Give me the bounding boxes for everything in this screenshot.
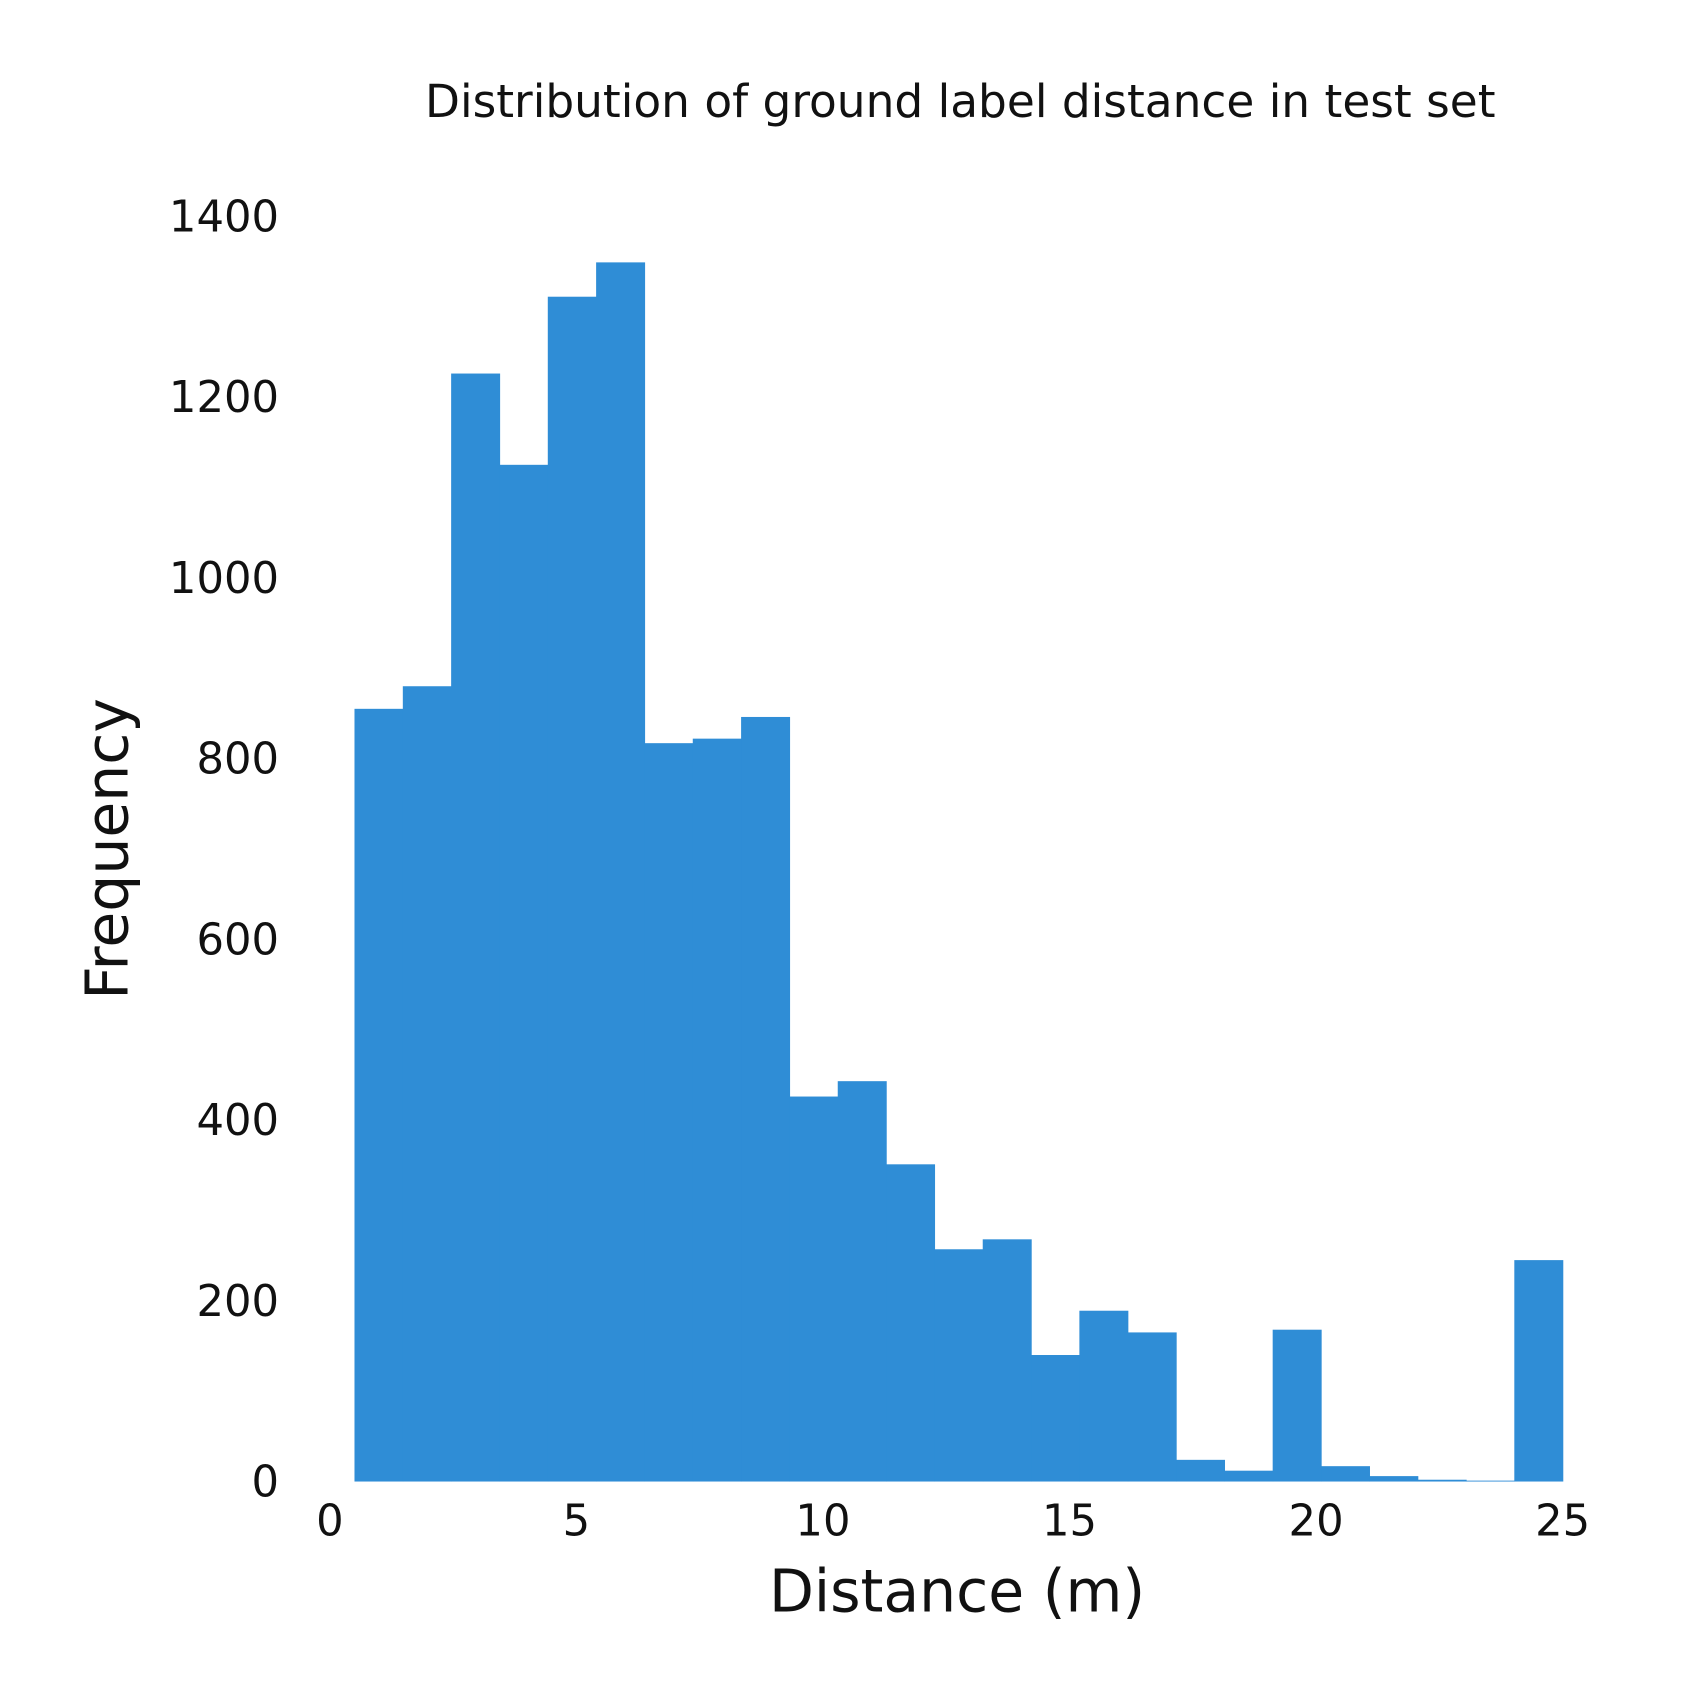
y-tick-label: 0 bbox=[251, 1458, 279, 1508]
histogram-bar bbox=[1321, 1466, 1370, 1482]
y-tick-label: 600 bbox=[196, 915, 279, 965]
y-tick-label: 1400 bbox=[169, 192, 279, 242]
x-tick-label: 5 bbox=[563, 1497, 591, 1547]
histogram-bar bbox=[1031, 1355, 1081, 1482]
histogram-bar bbox=[596, 262, 646, 1482]
x-tick-label: 10 bbox=[795, 1497, 850, 1547]
histogram-bar bbox=[1224, 1470, 1274, 1482]
histogram-bar bbox=[1079, 1310, 1129, 1482]
histogram-bar bbox=[1176, 1459, 1226, 1482]
chart-title: Distribution of ground label distance in… bbox=[425, 75, 1496, 128]
histogram-bar bbox=[692, 738, 742, 1482]
histogram-bar bbox=[837, 1081, 887, 1482]
histogram-bar bbox=[644, 743, 694, 1482]
histogram-bar bbox=[451, 373, 501, 1482]
histogram-bar bbox=[1465, 1480, 1515, 1482]
histogram-bar bbox=[789, 1096, 839, 1482]
x-tick-label: 25 bbox=[1535, 1497, 1590, 1547]
y-tick-labels: 0 200 400 600 800 1000 1200 1400 bbox=[169, 192, 279, 1507]
x-tick-label: 0 bbox=[316, 1497, 344, 1547]
histogram-bar bbox=[499, 464, 549, 1482]
y-tick-label: 400 bbox=[196, 1096, 279, 1146]
x-tick-label: 15 bbox=[1042, 1497, 1097, 1547]
histogram-bar bbox=[354, 708, 404, 1482]
x-tick-label: 20 bbox=[1289, 1497, 1344, 1547]
histogram-bar bbox=[741, 716, 791, 1482]
histogram-bar bbox=[1417, 1479, 1467, 1482]
histogram-bar bbox=[1127, 1332, 1177, 1482]
y-tick-label: 1000 bbox=[169, 554, 279, 604]
histogram-bar bbox=[886, 1164, 936, 1482]
x-axis-label: Distance (m) bbox=[769, 1557, 1145, 1625]
y-tick-label: 1200 bbox=[169, 373, 279, 423]
histogram-bar bbox=[1272, 1329, 1322, 1482]
y-axis-label: Frequency bbox=[74, 698, 142, 1000]
histogram-bar bbox=[402, 686, 452, 1482]
y-tick-label: 200 bbox=[196, 1277, 279, 1327]
x-tick-labels: 0 5 10 15 20 25 bbox=[316, 1497, 1590, 1547]
histogram-bar bbox=[1514, 1260, 1564, 1482]
histogram-bar bbox=[934, 1249, 984, 1482]
histogram-bar bbox=[1369, 1476, 1419, 1482]
histogram-bar bbox=[982, 1239, 1032, 1482]
histogram-bar bbox=[547, 296, 597, 1482]
bars-group bbox=[354, 262, 1564, 1482]
y-tick-label: 800 bbox=[196, 735, 279, 785]
